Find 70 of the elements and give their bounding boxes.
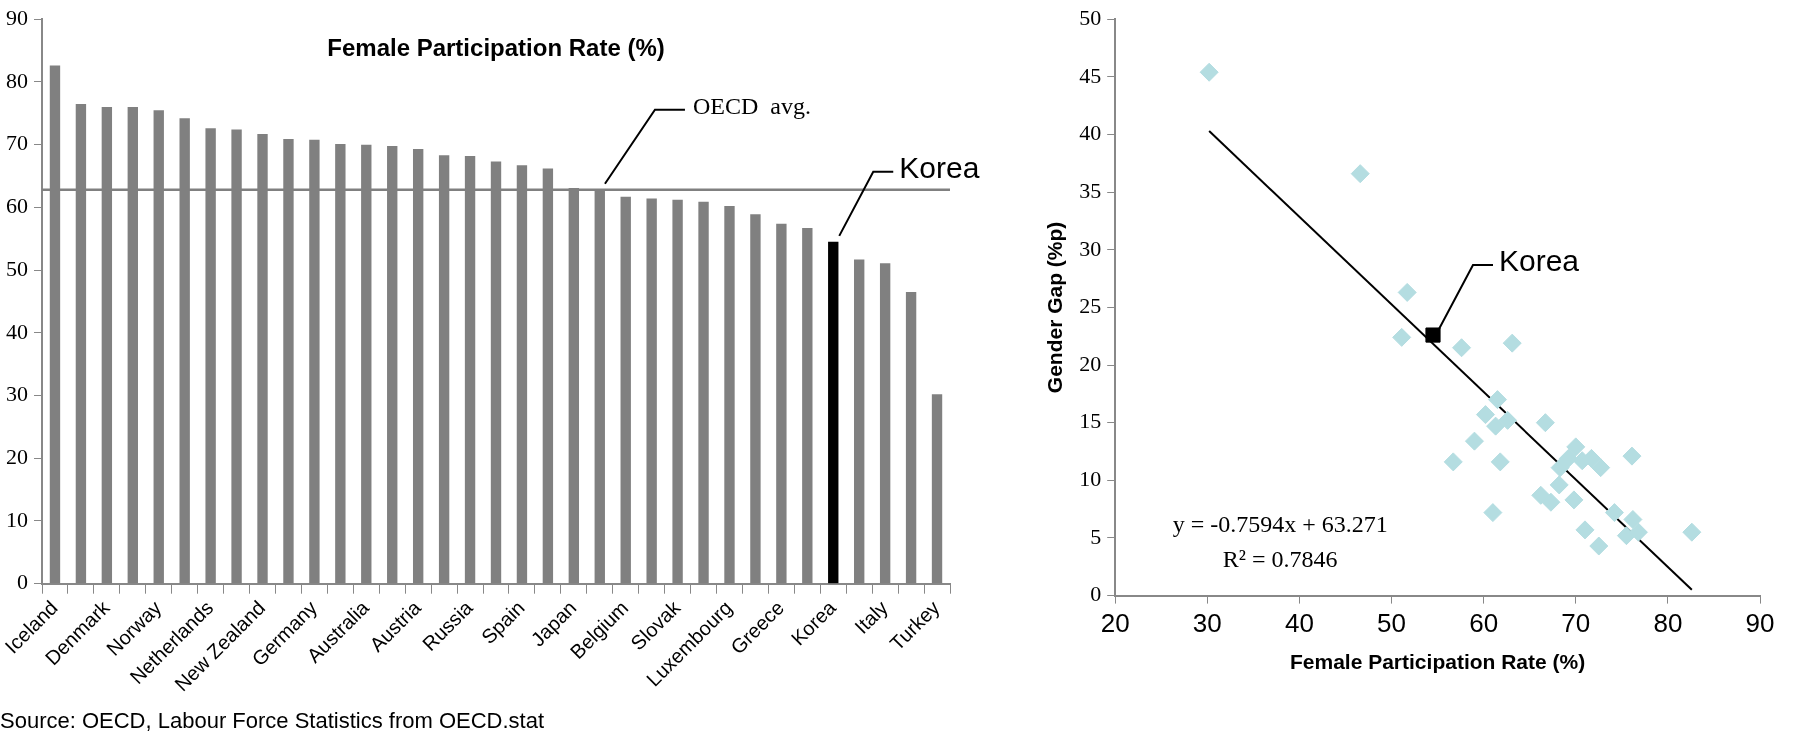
x-tick-label: 30	[1192, 608, 1222, 639]
point	[1591, 458, 1611, 478]
point	[1628, 522, 1648, 542]
point	[1535, 413, 1555, 433]
point	[1575, 520, 1595, 540]
point	[1452, 338, 1472, 358]
y-tick-label: 10	[6, 506, 28, 532]
point	[1464, 431, 1484, 451]
y-tick-label: 60	[6, 193, 28, 219]
y-tick-label: 40	[1079, 120, 1102, 146]
point	[1550, 458, 1570, 478]
x-tick-label: 50	[1377, 608, 1406, 639]
y-tick-label: 30	[1079, 235, 1102, 261]
y-tick-label: 5	[1090, 523, 1102, 549]
y-tick-label: 50	[1079, 4, 1102, 30]
y-axis-title: Gender Gap (%p)	[1043, 221, 1067, 394]
x-tick-label: Italy	[850, 596, 892, 638]
bar	[828, 241, 839, 584]
point	[1682, 522, 1702, 542]
point	[1487, 390, 1507, 410]
y-tick-label: 20	[6, 444, 28, 470]
x-tick-label: 70	[1561, 608, 1591, 639]
y-tick-label: 0	[1090, 581, 1102, 607]
annotation: Korea	[899, 151, 980, 185]
y-tick-label: 15	[1079, 408, 1102, 434]
annotation: Korea	[1498, 244, 1580, 278]
source-note: Source: OECD, Labour Force Statistics from OECD.stat	[0, 708, 545, 734]
point	[1490, 452, 1510, 472]
y-tick-label: 80	[6, 67, 28, 93]
y-tick-label: 10	[1079, 466, 1102, 492]
point	[1549, 475, 1569, 495]
point	[1616, 526, 1636, 546]
point	[1566, 437, 1586, 457]
y-tick-label: 30	[6, 381, 28, 407]
x-tick-label: 90	[1745, 608, 1775, 639]
text: Female Participation Rate (%)	[327, 33, 665, 61]
y-tick-label: 35	[1079, 177, 1102, 203]
point	[1476, 405, 1495, 425]
point	[1425, 327, 1441, 343]
x-tick-label: 40	[1284, 608, 1314, 639]
point	[1486, 416, 1506, 436]
point	[1531, 485, 1551, 505]
ref-line-label: OECD avg.	[692, 93, 811, 120]
point	[1199, 62, 1219, 82]
point	[1623, 510, 1643, 530]
point	[1589, 536, 1609, 556]
x-tick-label: 60	[1469, 608, 1499, 639]
point	[1483, 503, 1503, 523]
x-axis-title: Female Participation Rate (%)	[1289, 650, 1586, 674]
annotation: R² = 0.7846	[1222, 545, 1338, 572]
point	[1392, 327, 1412, 347]
y-tick-label: 90	[6, 4, 28, 30]
point	[1397, 282, 1417, 302]
y-tick-label: 45	[1079, 62, 1102, 88]
y-tick-label: 40	[6, 318, 28, 344]
point	[1498, 410, 1518, 430]
y-tick-label: 20	[1079, 350, 1102, 376]
point	[1350, 164, 1370, 184]
point	[1622, 446, 1642, 466]
y-tick-label: 50	[6, 255, 28, 281]
y-tick-label: 0	[17, 569, 28, 595]
point	[1443, 452, 1463, 472]
y-tick-label: 25	[1079, 293, 1102, 319]
y-tick-label: 70	[6, 130, 28, 156]
point	[1502, 333, 1522, 353]
annotation: y = -0.7594x + 63.271	[1172, 510, 1388, 537]
point	[1604, 503, 1624, 523]
point	[1541, 492, 1561, 512]
x-tick-label: 80	[1653, 608, 1683, 639]
point	[1564, 490, 1584, 510]
